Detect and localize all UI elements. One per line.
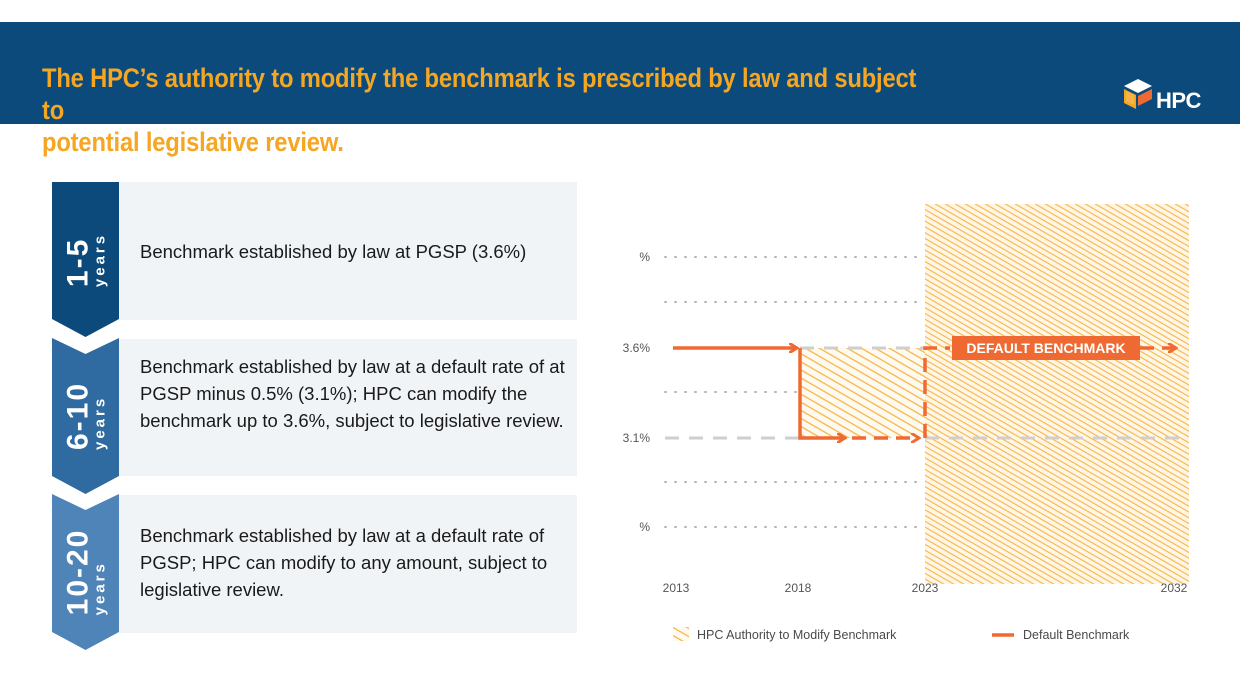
legend-hatch-swatch [673, 627, 689, 641]
legend-hatch-label: HPC Authority to Modify Benchmark [697, 628, 897, 642]
benchmark-segment-4 [923, 346, 950, 438]
phase-3-range: 10-20 [61, 528, 94, 616]
page-title-line-2: potential legislative review. [42, 127, 344, 157]
phase-2-panel: Benchmark established by law at a defaul… [119, 339, 577, 476]
phase-3-text: Benchmark established by law at a defaul… [140, 525, 548, 600]
header-banner: The HPC’s authority to modify the benchm… [0, 22, 1240, 157]
phase-2-text: Benchmark established by law at a defaul… [140, 356, 565, 431]
x-tick-label: 2013 [663, 581, 690, 595]
phase-3-unit: years [91, 561, 108, 616]
phase-1-panel: Benchmark established by law at PGSP (3.… [119, 182, 577, 320]
benchmark-chart: DEFAULT BENCHMARK % 3.6% 3.1% % 2013 201… [600, 190, 1240, 660]
x-tick-label: 2032 [1161, 581, 1188, 595]
page-title-line-1: The HPC’s authority to modify the benchm… [42, 63, 917, 125]
phase-1-range: 1-5 [61, 237, 94, 287]
phase-3-chevron: 10-20 years [52, 494, 119, 650]
page-title: The HPC’s authority to modify the benchm… [42, 62, 922, 158]
y-tick-label: % [639, 250, 650, 264]
y-tick-label: % [639, 520, 650, 534]
phase-2-unit: years [91, 395, 108, 451]
benchmark-segment-2 [798, 348, 844, 438]
default-benchmark-annotation: DEFAULT BENCHMARK [966, 340, 1125, 356]
phase-1-unit: years [91, 232, 108, 287]
phase-1-text: Benchmark established by law at PGSP (3.… [140, 241, 527, 262]
benchmark-chart-svg: DEFAULT BENCHMARK % 3.6% 3.1% % 2013 201… [623, 204, 1189, 642]
y-tick-label: 3.6% [623, 341, 651, 355]
y-tick-label: 3.1% [623, 431, 651, 445]
hpc-logo: HPC [1122, 77, 1212, 117]
authority-region-phase-2 [800, 348, 925, 438]
phase-2-chevron: 6-10 years [52, 338, 119, 494]
phase-3-panel: Benchmark established by law at a defaul… [119, 495, 577, 633]
x-tick-label: 2023 [912, 581, 939, 595]
phase-2-range: 6-10 [61, 381, 94, 451]
default-benchmark-line [673, 348, 1175, 438]
gridlines [664, 256, 926, 528]
x-tick-label: 2018 [785, 581, 812, 595]
phase-1-chevron: 1-5 years [52, 182, 119, 337]
authority-region-phase-3 [925, 204, 1189, 584]
hpc-logo-mark-icon [1124, 79, 1152, 109]
default-benchmark-annotation-box [952, 336, 1140, 360]
legend-line-label: Default Benchmark [1023, 628, 1130, 642]
hpc-logo-text: HPC [1156, 88, 1201, 113]
